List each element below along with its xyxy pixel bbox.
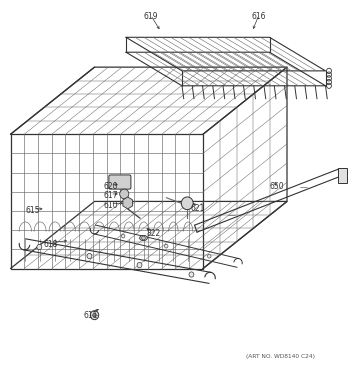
Text: 615: 615 xyxy=(26,206,41,215)
Circle shape xyxy=(137,263,142,268)
Ellipse shape xyxy=(140,235,147,241)
Text: 611: 611 xyxy=(84,311,98,320)
Text: 610: 610 xyxy=(103,201,118,210)
Text: 617: 617 xyxy=(103,191,118,200)
Text: 620: 620 xyxy=(103,182,118,191)
Text: 619: 619 xyxy=(143,12,158,21)
Polygon shape xyxy=(123,197,133,209)
Text: 822: 822 xyxy=(147,229,161,238)
Circle shape xyxy=(121,234,125,238)
Circle shape xyxy=(90,311,99,320)
Circle shape xyxy=(164,244,168,248)
Text: 621: 621 xyxy=(190,204,205,213)
Text: 618: 618 xyxy=(43,240,58,249)
FancyBboxPatch shape xyxy=(338,168,346,183)
Circle shape xyxy=(87,254,92,259)
FancyBboxPatch shape xyxy=(109,175,131,189)
Circle shape xyxy=(208,254,211,258)
Text: 650: 650 xyxy=(269,182,284,191)
Text: (ART NO. WD8140 C24): (ART NO. WD8140 C24) xyxy=(245,354,315,359)
Text: 616: 616 xyxy=(252,12,266,21)
Circle shape xyxy=(37,244,42,250)
Circle shape xyxy=(120,189,129,199)
Circle shape xyxy=(181,197,193,210)
Circle shape xyxy=(93,313,96,317)
Circle shape xyxy=(189,272,194,277)
